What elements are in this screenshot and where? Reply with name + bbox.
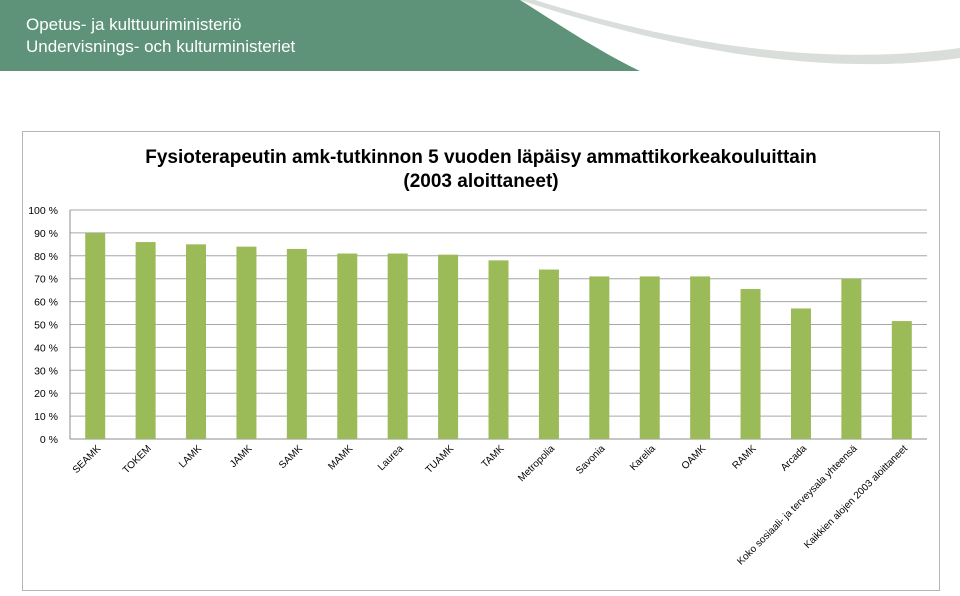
- bar: [186, 244, 207, 439]
- y-tick-label: 100 %: [28, 205, 58, 217]
- y-tick-label: 0 %: [40, 434, 58, 446]
- bar: [690, 276, 711, 439]
- ministry-name-finnish: Opetus- ja kulttuuriministeriö: [26, 15, 242, 34]
- y-tick-label: 50 %: [34, 320, 58, 332]
- banner-green-band: [0, 0, 640, 71]
- x-tick-label: Karelia: [628, 443, 658, 473]
- y-tick-label: 20 %: [34, 388, 58, 400]
- bar: [488, 260, 509, 439]
- x-tick-label: SAMK: [277, 443, 305, 471]
- y-tick-label: 40 %: [34, 342, 58, 354]
- x-tick-label: TUAMK: [424, 443, 457, 476]
- x-tick-label: RAMK: [730, 443, 758, 471]
- y-tick-label: 90 %: [34, 228, 58, 240]
- bar: [135, 242, 156, 439]
- y-tick-label: 60 %: [34, 297, 58, 309]
- y-tick-label: 30 %: [34, 365, 58, 377]
- x-tick-label: Laurea: [376, 443, 406, 473]
- bar: [589, 276, 610, 439]
- chart-title: Fysioterapeutin amk-tutkinnon 5 vuoden l…: [22, 146, 940, 194]
- bar: [337, 253, 358, 439]
- x-tick-label: OAMK: [680, 443, 709, 472]
- bar: [387, 253, 408, 439]
- x-tick-label: TAMK: [480, 443, 507, 470]
- x-tick-label: LAMK: [177, 443, 204, 470]
- chart-title-line-1: Fysioterapeutin amk-tutkinnon 5 vuoden l…: [145, 147, 817, 168]
- x-tick-label: Savonia: [574, 443, 608, 477]
- ministry-banner: [0, 0, 960, 71]
- x-tick-label: Metropolia: [516, 443, 557, 484]
- x-tick-label: SEAMK: [71, 443, 104, 476]
- bar: [891, 321, 912, 439]
- chart-title-line-2: (2003 aloittaneet): [403, 171, 559, 192]
- x-tick-label: MAMK: [326, 443, 355, 472]
- ministry-name-swedish: Undervisnings- och kulturministeriet: [26, 37, 296, 56]
- bar: [790, 308, 811, 439]
- x-tick-label: TOKEM: [121, 443, 154, 476]
- y-tick-label: 70 %: [34, 274, 58, 286]
- bar: [286, 248, 307, 439]
- x-tick-label: JAMK: [228, 443, 255, 470]
- x-tick-label: Arcada: [779, 443, 809, 473]
- bar: [639, 276, 660, 439]
- bar: [236, 246, 257, 439]
- bar: [85, 232, 106, 439]
- bar: [538, 269, 559, 439]
- chart-frame: [22, 131, 940, 591]
- bar: [740, 289, 761, 439]
- y-tick-label: 80 %: [34, 251, 58, 263]
- x-tick-label: Kaikkien alojen 2003 aloittaneet: [802, 443, 910, 551]
- banner-swoosh-white: [535, 0, 960, 55]
- bar: [841, 278, 862, 439]
- y-tick-label: 10 %: [34, 411, 58, 423]
- bar: [438, 254, 459, 439]
- ministry-name: Opetus- ja kulttuuriministeriö Undervisn…: [26, 14, 295, 58]
